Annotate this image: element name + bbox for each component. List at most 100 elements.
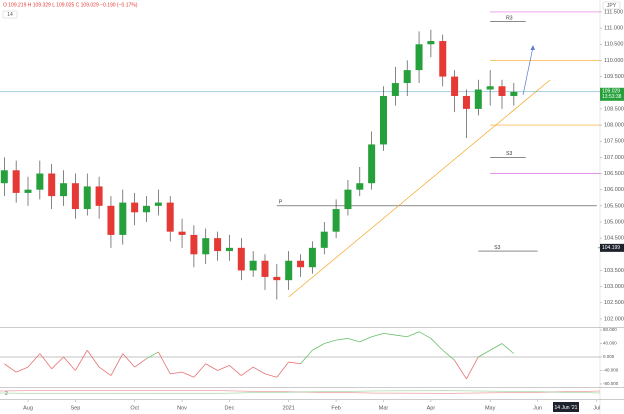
x-tick-label: Mar <box>379 405 389 411</box>
oscillator-segment <box>336 338 349 341</box>
candle-body <box>83 186 91 210</box>
pivot-label: P <box>279 200 283 206</box>
candle-body <box>166 202 174 232</box>
x-tick-label: Oct <box>130 405 139 411</box>
y-tick-label: 107.000 <box>604 155 624 161</box>
oscillator-segment <box>98 366 112 376</box>
y-tick-label: 103.000 <box>604 284 624 290</box>
x-tick-label: Apr <box>427 405 436 411</box>
oscillator-segment <box>264 373 277 378</box>
oscillator-segment <box>39 353 53 370</box>
y-tick-label: -80.000 <box>603 381 619 386</box>
oscillator-segment <box>63 356 76 371</box>
candle-body <box>48 173 56 197</box>
y-tick-label: 104.500 <box>604 236 624 242</box>
x-tick-label: Aug <box>23 405 33 411</box>
oscillator-segment <box>229 365 242 376</box>
oscillator-segment <box>157 351 171 375</box>
candle-body <box>415 44 423 71</box>
y-tick-label: 111.000 <box>604 26 623 32</box>
crosshair-time-badge <box>553 402 579 412</box>
x-tick-label: Sep <box>71 405 81 411</box>
oscillator-segment <box>110 353 124 376</box>
candle-body <box>249 260 257 271</box>
candle-body <box>0 170 8 184</box>
oscillator-segment <box>466 356 479 380</box>
y-tick-label: 40.000 <box>603 341 617 346</box>
currency-label[interactable]: JPY <box>607 3 617 9</box>
candle-body <box>154 202 162 206</box>
lower-study-decoration <box>0 390 601 395</box>
candle-body <box>12 170 20 193</box>
oscillator-segment <box>51 356 64 370</box>
y-tick-label: 110.000 <box>604 58 623 64</box>
x-tick-label: Feb <box>331 405 340 411</box>
oscillator-segment <box>501 343 515 354</box>
candle-body <box>36 173 44 190</box>
y-tick-label: 110.500 <box>604 42 623 48</box>
oscillator-segment <box>134 358 147 368</box>
y-tick-label: 103.500 <box>604 268 624 274</box>
candle-body <box>273 276 281 281</box>
x-tick-label: Jun <box>533 405 542 411</box>
y-tick-label: 106.000 <box>604 187 624 193</box>
y-tick-label: 105.000 <box>604 219 624 225</box>
candle-body <box>261 260 269 277</box>
oscillator-segment <box>75 350 88 371</box>
oscillator-segment <box>181 371 195 378</box>
y-tick-label: 102.500 <box>604 300 624 306</box>
candle-body <box>190 234 198 255</box>
pivot-label: R3 <box>506 15 513 21</box>
candle-body <box>486 86 494 90</box>
candle-body <box>24 189 32 193</box>
x-tick-label: 2021 <box>283 405 295 411</box>
candle-body <box>510 91 518 96</box>
oscillator-segment <box>27 353 41 368</box>
oscillator-segment <box>4 363 17 373</box>
candle-body <box>285 260 293 281</box>
candle-body <box>332 209 340 232</box>
y-tick-label: 107.500 <box>604 139 624 145</box>
candle-body <box>474 89 482 109</box>
oscillator-segment <box>489 343 503 351</box>
oscillator-segment <box>193 363 207 378</box>
oscillator-segment <box>205 363 218 371</box>
oscillator-segment <box>86 350 100 368</box>
candle-body <box>237 247 245 271</box>
oscillator-segment <box>252 366 266 375</box>
y-tick-label: 105.500 <box>604 203 624 209</box>
oscillator-segment <box>418 331 432 339</box>
candle-body <box>391 83 399 96</box>
oscillator-segment <box>15 366 29 373</box>
study-badge[interactable] <box>2 10 18 19</box>
y-tick-label: 108.500 <box>604 106 624 112</box>
y-tick-label: 102.000 <box>604 316 624 322</box>
currency-badge[interactable] <box>602 1 621 10</box>
oscillator-segment <box>324 339 337 344</box>
oscillator-segment <box>371 333 384 338</box>
oscillator-segment <box>288 361 301 365</box>
candle-body <box>71 183 79 210</box>
y-tick-label: -40.000 <box>603 368 619 373</box>
candle-body <box>225 247 233 252</box>
oscillator-segment <box>170 371 183 375</box>
candle-body <box>403 70 411 84</box>
oscillator-segment <box>312 343 325 351</box>
arrow-head <box>530 45 535 50</box>
candle-body <box>498 86 506 96</box>
y-tick-label: 106.500 <box>604 171 624 177</box>
oscillator-segment <box>430 338 444 351</box>
study-label[interactable]: 14 <box>7 12 13 18</box>
candle-body <box>344 189 352 210</box>
x-tick-label: May <box>485 405 496 411</box>
crosshair-price-badge <box>600 243 624 252</box>
x-tick-label: Nov <box>177 405 187 411</box>
y-tick-label: 108.000 <box>604 123 624 129</box>
candle-body <box>297 260 305 268</box>
candle-body <box>214 238 222 252</box>
pivot-label: S3 <box>494 245 500 251</box>
oscillator-segment <box>442 349 455 361</box>
candle-body <box>308 247 316 268</box>
oscillator-segment <box>359 336 372 343</box>
